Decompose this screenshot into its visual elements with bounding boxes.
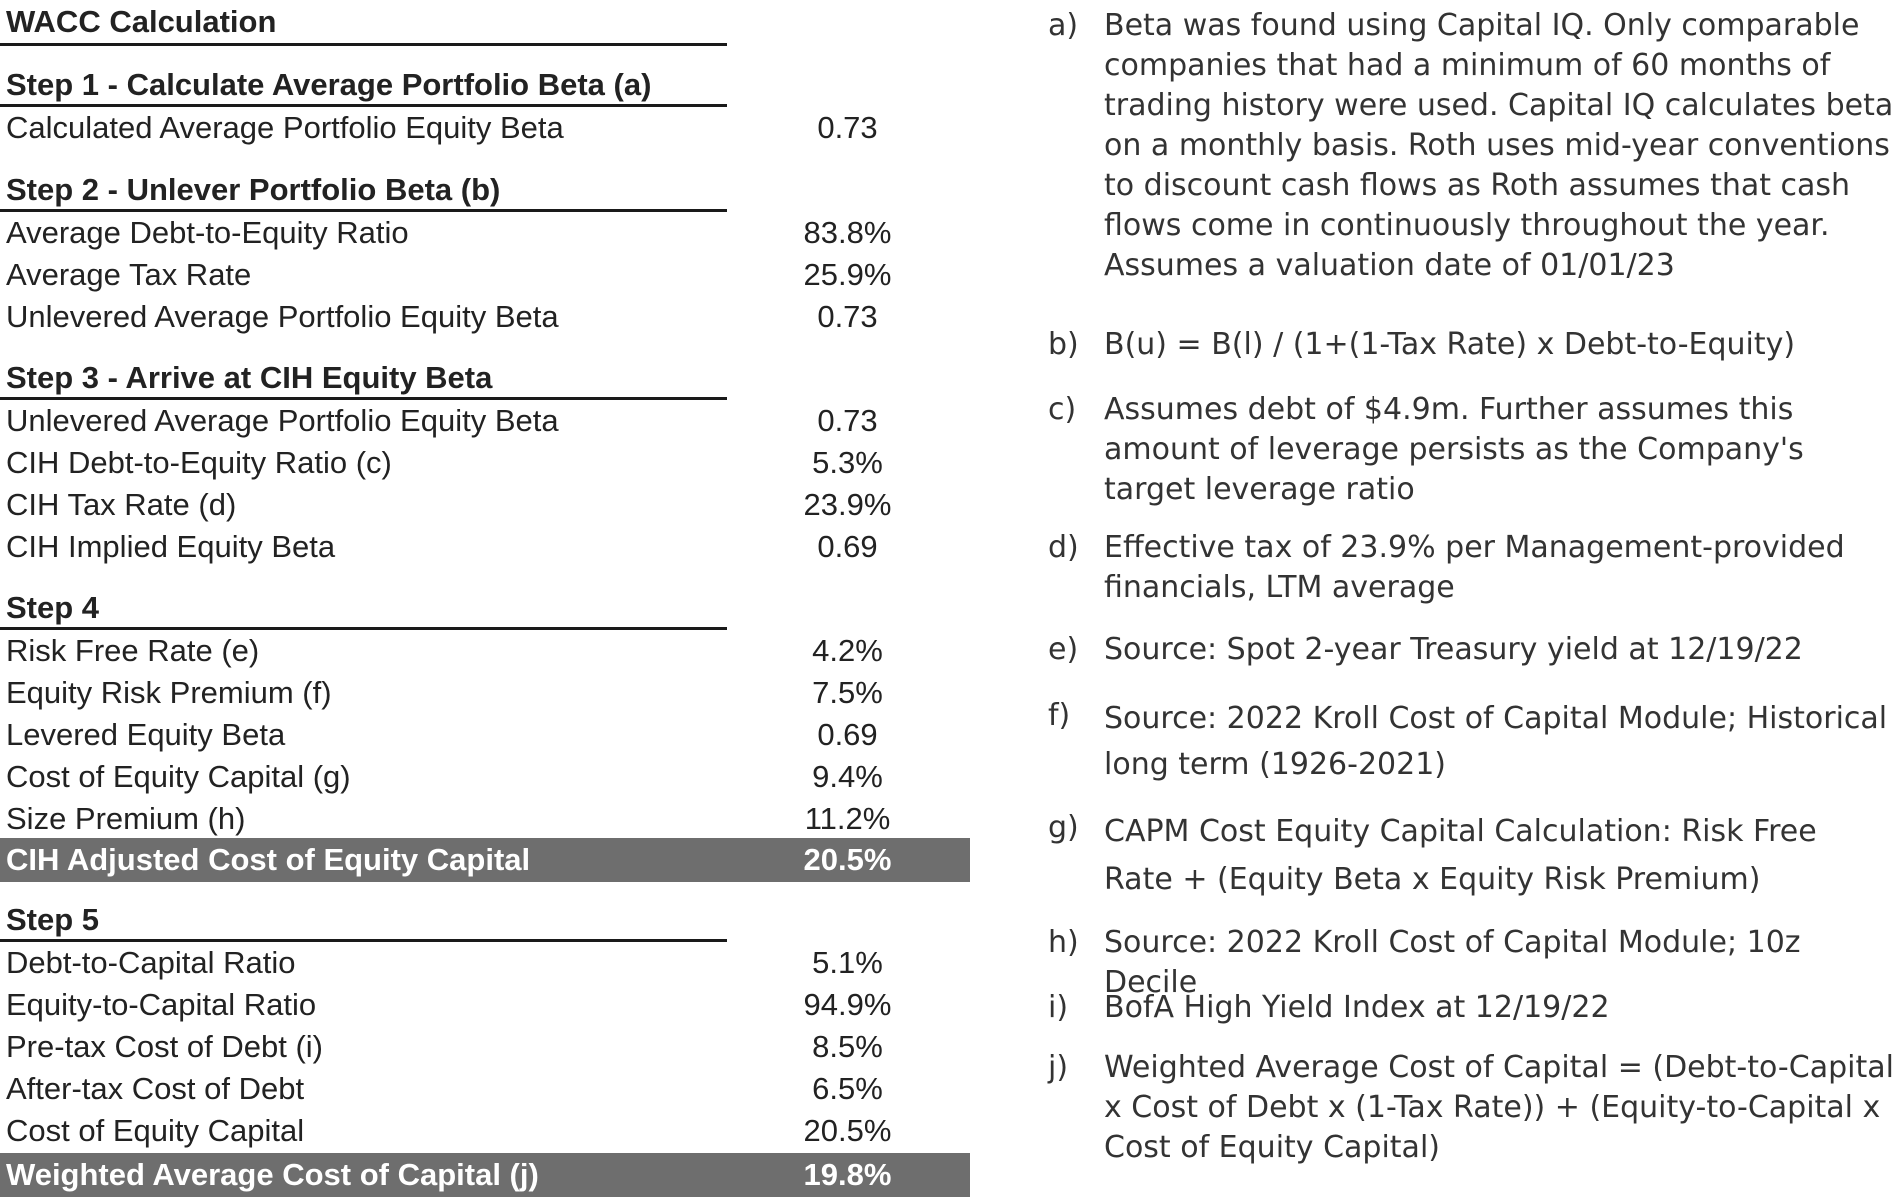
footnote-key: g) <box>1048 810 1079 845</box>
row-label: Unlevered Average Portfolio Equity Beta <box>6 403 559 438</box>
page-title: WACC Calculation <box>6 4 277 39</box>
footnote-key: i) <box>1048 990 1069 1025</box>
footnote-key: f) <box>1048 698 1071 733</box>
row-label: Average Debt-to-Equity Ratio <box>6 215 409 250</box>
row-value: 0.69 <box>817 717 878 752</box>
table-row: CIH Implied Equity Beta 0.69 <box>0 527 970 567</box>
row-label: CIH Tax Rate (d) <box>6 487 237 522</box>
table-row: Levered Equity Beta 0.69 <box>0 715 970 755</box>
table-row: Equity Risk Premium (f) 7.5% <box>0 673 970 713</box>
table-row: Unlevered Average Portfolio Equity Beta … <box>0 297 970 337</box>
footnote-text: Effective tax of 23.9% per Management-pr… <box>1104 530 1845 605</box>
row-label: Equity Risk Premium (f) <box>6 675 332 710</box>
step-3-heading: Step 3 - Arrive at CIH Equity Beta <box>6 360 493 395</box>
row-value: 0.73 <box>817 110 878 145</box>
row-label: Average Tax Rate <box>6 257 252 292</box>
row-label: Levered Equity Beta <box>6 717 286 752</box>
footnote-text: Weighted Average Cost of Capital = (Debt… <box>1104 1050 1894 1165</box>
step-5-rule <box>0 939 727 942</box>
footnote-key: c) <box>1048 392 1077 427</box>
row-label: Size Premium (h) <box>6 801 246 836</box>
table-row: Unlevered Average Portfolio Equity Beta … <box>0 401 970 441</box>
row-value: 0.73 <box>817 403 878 438</box>
footnote-key: j) <box>1048 1050 1069 1085</box>
step-4-heading: Step 4 <box>6 590 100 625</box>
row-label: Calculated Average Portfolio Equity Beta <box>6 110 564 145</box>
total-label: CIH Adjusted Cost of Equity Capital <box>6 842 531 877</box>
row-value: 5.1% <box>812 945 883 980</box>
footnote-key: e) <box>1048 632 1079 667</box>
step-2-heading: Step 2 - Unlever Portfolio Beta (b) <box>6 172 501 207</box>
table-row: Cost of Equity Capital (g) 9.4% <box>0 757 970 797</box>
row-label: CIH Debt-to-Equity Ratio (c) <box>6 445 392 480</box>
footnote-text: B(u) = B(l) / (1+(1-Tax Rate) x Debt-to-… <box>1104 327 1796 362</box>
title-rule <box>0 43 727 46</box>
table-row: CIH Debt-to-Equity Ratio (c) 5.3% <box>0 443 970 483</box>
footnote-text: BofA High Yield Index at 12/19/22 <box>1104 990 1610 1025</box>
table-row: Size Premium (h) 11.2% <box>0 799 970 839</box>
step-5-heading: Step 5 <box>6 902 100 937</box>
footnote-key: b) <box>1048 327 1079 362</box>
cost-of-equity-total-row: CIH Adjusted Cost of Equity Capital 20.5… <box>0 838 970 882</box>
table-row: Average Debt-to-Equity Ratio 83.8% <box>0 213 970 253</box>
row-label: Risk Free Rate (e) <box>6 633 260 668</box>
footnote-key: d) <box>1048 530 1079 565</box>
step-1-rule <box>0 104 727 107</box>
table-row: Pre-tax Cost of Debt (i) 8.5% <box>0 1027 970 1067</box>
table-row: Debt-to-Capital Ratio 5.1% <box>0 943 970 983</box>
row-label: Unlevered Average Portfolio Equity Beta <box>6 299 559 334</box>
total-label: Weighted Average Cost of Capital (j) <box>6 1157 539 1192</box>
table-row: Risk Free Rate (e) 4.2% <box>0 631 970 671</box>
row-value: 8.5% <box>812 1029 883 1064</box>
row-value: 11.2% <box>804 801 891 836</box>
footnote-text: CAPM Cost Equity Capital Calculation: Ri… <box>1104 814 1817 897</box>
row-label: CIH Implied Equity Beta <box>6 529 336 564</box>
footnote-text: Source: 2022 Kroll Cost of Capital Modul… <box>1104 925 1801 1000</box>
footnote-text: Assumes debt of $4.9m. Further assumes t… <box>1104 392 1804 507</box>
step-1-heading: Step 1 - Calculate Average Portfolio Bet… <box>6 67 652 102</box>
row-label: Debt-to-Capital Ratio <box>6 945 296 980</box>
row-label: Cost of Equity Capital <box>6 1113 305 1148</box>
row-value: 4.2% <box>812 633 883 668</box>
table-row: After-tax Cost of Debt 6.5% <box>0 1069 970 1109</box>
row-value: 6.5% <box>812 1071 883 1106</box>
wacc-total-row: Weighted Average Cost of Capital (j) 19.… <box>0 1153 970 1197</box>
step-3-rule <box>0 397 727 400</box>
row-value: 9.4% <box>812 759 883 794</box>
footnote-key: h) <box>1048 925 1079 960</box>
table-row: Equity-to-Capital Ratio 94.9% <box>0 985 970 1025</box>
row-value: 7.5% <box>812 675 883 710</box>
step-2-rule <box>0 209 727 212</box>
row-value: 23.9% <box>803 487 892 522</box>
table-row: Average Tax Rate 25.9% <box>0 255 970 295</box>
row-value: 20.5% <box>803 1113 892 1148</box>
step-4-rule <box>0 627 727 630</box>
row-label: Equity-to-Capital Ratio <box>6 987 317 1022</box>
table-row: Calculated Average Portfolio Equity Beta… <box>0 108 970 148</box>
row-value: 25.9% <box>803 257 892 292</box>
row-label: Cost of Equity Capital (g) <box>6 759 351 794</box>
row-value: 83.8% <box>803 215 892 250</box>
footnote-text: Source: Spot 2-year Treasury yield at 12… <box>1104 632 1803 667</box>
row-value: 94.9% <box>803 987 892 1022</box>
footnote-text: Source: 2022 Kroll Cost of Capital Modul… <box>1104 701 1888 782</box>
footnote-text: Beta was found using Capital IQ. Only co… <box>1104 8 1894 283</box>
table-row: Cost of Equity Capital 20.5% <box>0 1111 970 1151</box>
row-label: Pre-tax Cost of Debt (i) <box>6 1029 323 1064</box>
row-value: 0.73 <box>817 299 878 334</box>
row-value: 0.69 <box>817 529 878 564</box>
total-value: 19.8% <box>803 1157 892 1192</box>
footnote-key: a) <box>1048 8 1079 43</box>
row-value: 5.3% <box>812 445 883 480</box>
total-value: 20.5% <box>803 842 892 877</box>
table-row: CIH Tax Rate (d) 23.9% <box>0 485 970 525</box>
row-label: After-tax Cost of Debt <box>6 1071 305 1106</box>
